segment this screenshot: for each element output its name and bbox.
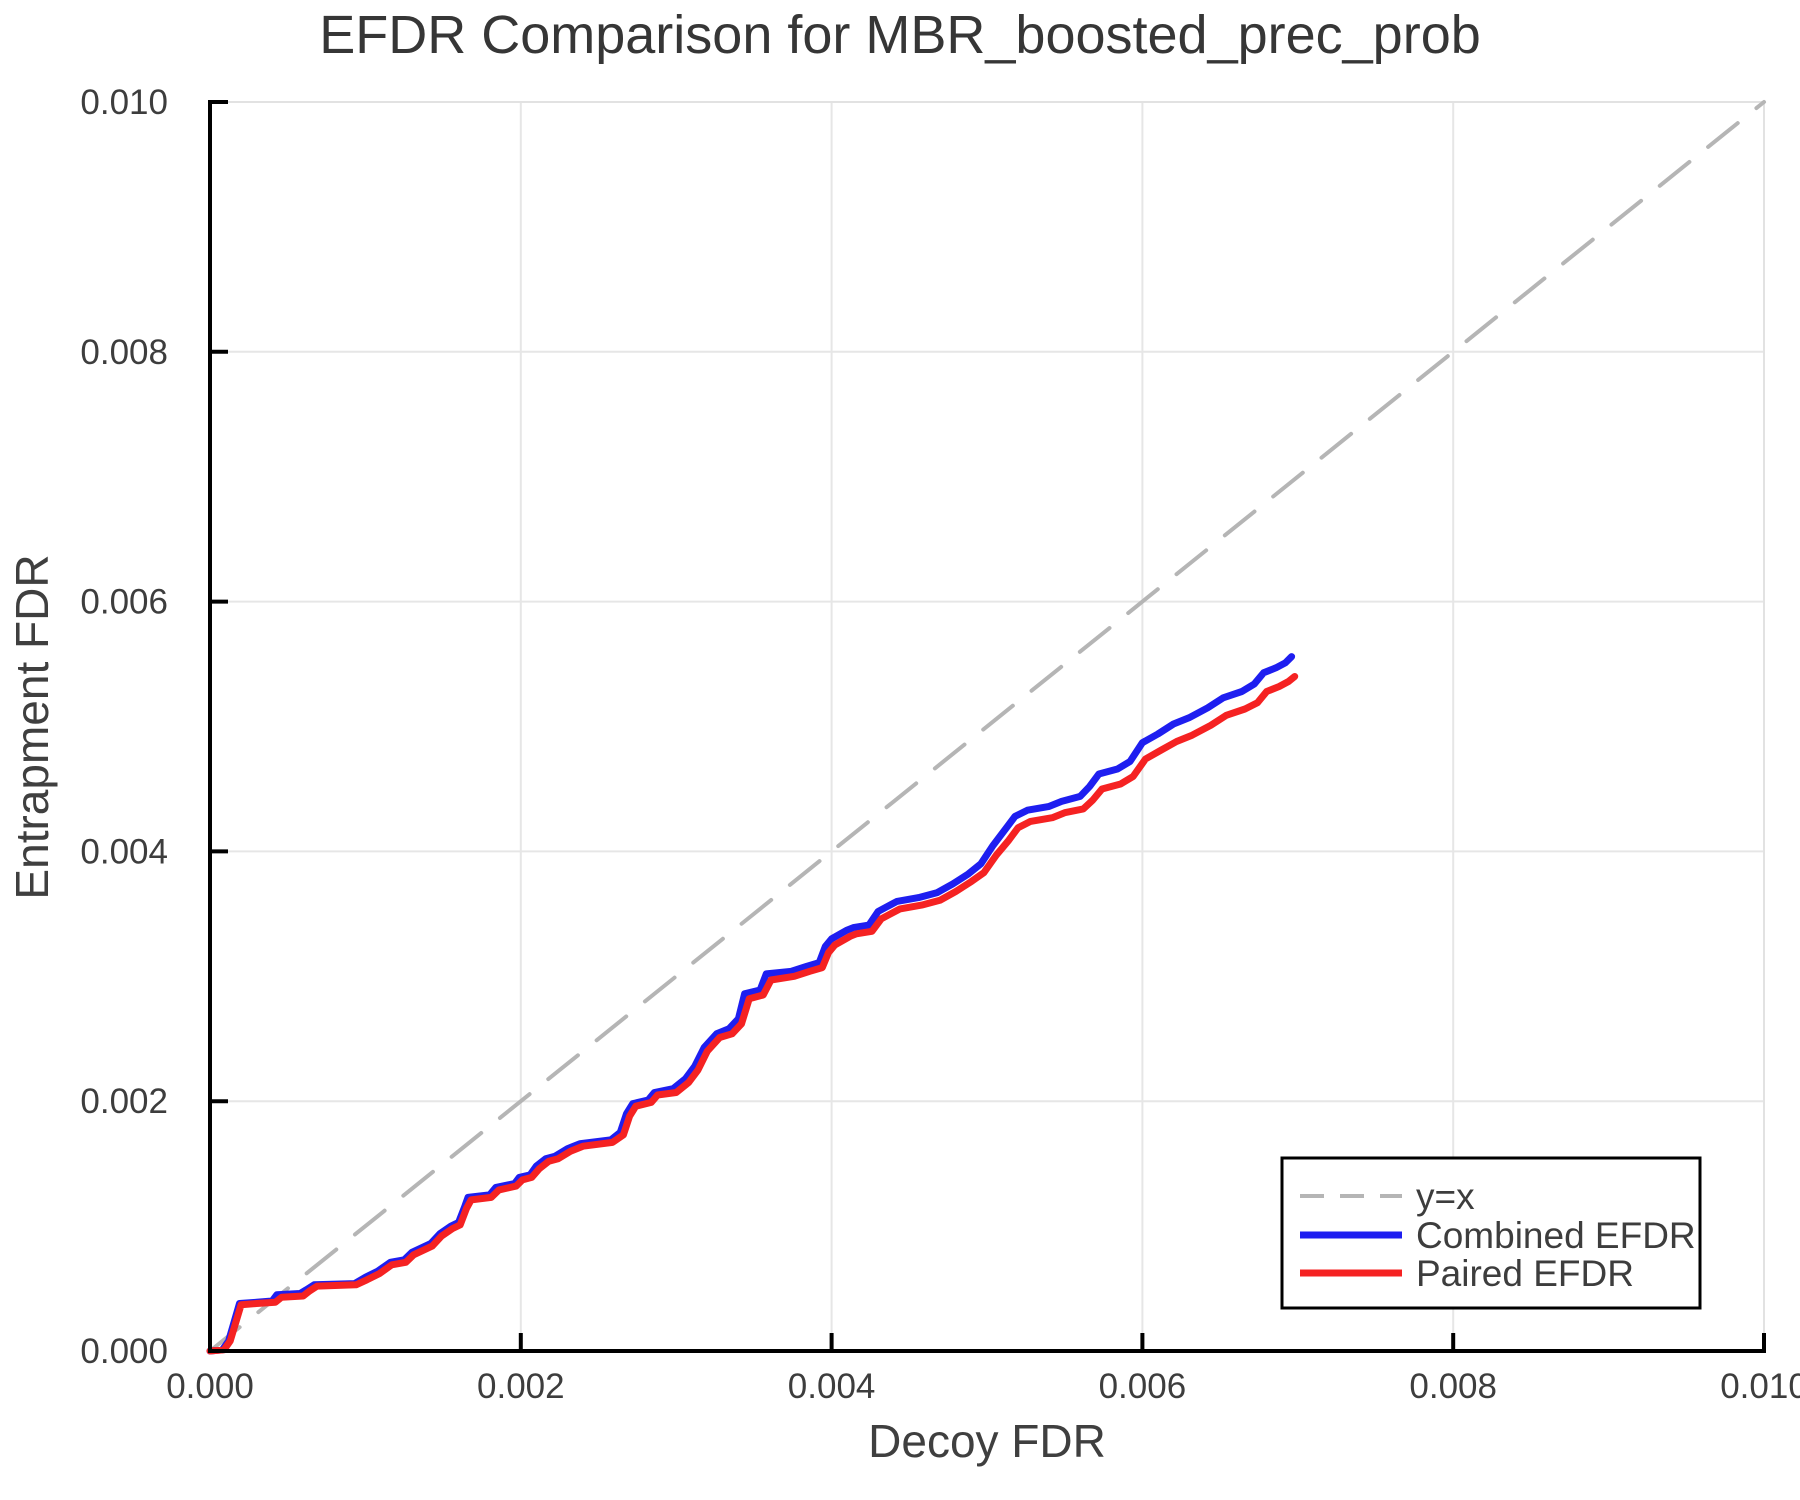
x-tick-label: 0.000 (166, 1367, 254, 1406)
y-axis-label: Entrapment FDR (6, 554, 58, 900)
series-line-paired-efdr (206, 673, 1299, 1355)
x-tick-label: 0.008 (1409, 1367, 1497, 1406)
series-line-y-x (208, 100, 1766, 1353)
legend-label-yx: y=x (1416, 1176, 1475, 1217)
x-axis-label: Decoy FDR (868, 1415, 1106, 1467)
legend: y=x Combined EFDR Paired EFDR (1280, 1156, 1702, 1310)
legend-label-paired: Paired EFDR (1416, 1253, 1634, 1294)
x-tick-label: 0.004 (788, 1367, 876, 1406)
y-tick-label: 0.006 (80, 583, 168, 622)
chart-title: EFDR Comparison for MBR_boosted_prec_pro… (319, 5, 1481, 65)
y-tick-label: 0.000 (80, 1332, 168, 1371)
x-tick-label: 0.006 (1099, 1367, 1187, 1406)
x-tick-label: 0.010 (1720, 1367, 1800, 1406)
y-tick-label: 0.008 (80, 333, 168, 372)
legend-label-combined: Combined EFDR (1416, 1215, 1696, 1256)
x-tick-label: 0.002 (477, 1367, 565, 1406)
y-tick-label: 0.010 (80, 83, 168, 122)
y-tick-label: 0.004 (80, 832, 168, 871)
plot-layers: 0.000 0.002 0.004 0.006 0.008 0.010 0.000 0.002… (80, 83, 1800, 1406)
y-tick-label: 0.002 (80, 1082, 168, 1121)
